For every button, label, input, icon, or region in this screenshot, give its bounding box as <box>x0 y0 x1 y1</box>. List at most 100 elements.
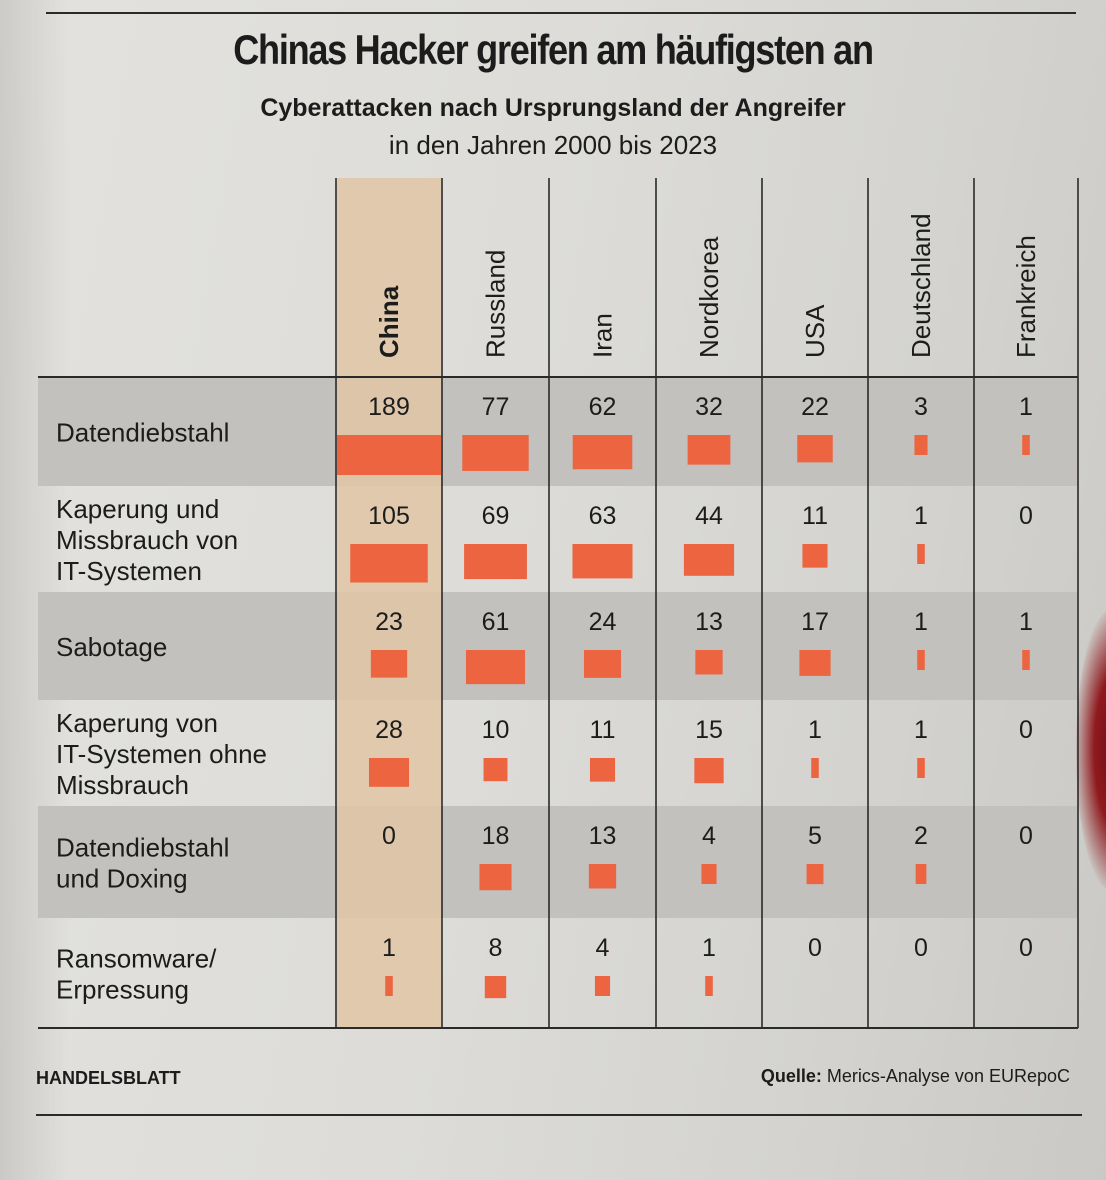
source-note: Quelle: Merics-Analyse von EURepoC <box>761 1066 1070 1087</box>
cell-value: 28 <box>375 716 403 744</box>
page-shadow <box>0 0 70 1180</box>
value-bar <box>483 758 508 782</box>
value-bar <box>687 435 731 465</box>
value-bar <box>462 435 529 471</box>
value-bar <box>1022 650 1030 670</box>
row-label: Missbrauch <box>56 770 189 800</box>
cell-value: 11 <box>590 716 616 744</box>
cell-value: 13 <box>695 608 723 636</box>
cell-value: 189 <box>368 393 410 421</box>
row-label: Ransomware/ <box>56 944 217 974</box>
chart-subtitle-period: in den Jahren 2000 bis 2023 <box>388 130 718 160</box>
column-header-nordkorea: Nordkorea <box>694 236 724 358</box>
cell-value: 105 <box>368 502 410 530</box>
cell-value: 1 <box>914 502 928 530</box>
cell-value: 8 <box>489 934 503 962</box>
top-rule <box>46 12 1076 14</box>
value-bar <box>479 864 512 891</box>
cell-value: 23 <box>375 608 403 636</box>
row-label: Datendiebstahl <box>56 833 229 863</box>
row-label: Kaperung von <box>56 708 218 738</box>
publisher-label: HANDELSBLATT <box>36 1068 181 1088</box>
cell-value: 61 <box>482 608 510 636</box>
row-label: Erpressung <box>56 975 189 1005</box>
highlight-column-china <box>337 178 441 1028</box>
source-label: Quelle: <box>760 1066 822 1086</box>
cell-value: 1 <box>1019 393 1033 421</box>
value-bar <box>370 650 408 678</box>
cell-value: 18 <box>482 822 510 850</box>
value-bar <box>465 650 526 685</box>
value-bar <box>572 544 633 579</box>
value-bar <box>385 976 393 996</box>
shaded-row-band <box>38 377 1078 486</box>
cell-value: 24 <box>589 608 617 636</box>
cell-value: 4 <box>702 822 716 850</box>
value-bar <box>337 435 441 475</box>
chart-subtitle: Cyberattacken nach Ursprungsland der Ang… <box>260 94 846 122</box>
value-bar <box>350 544 428 583</box>
value-bar <box>683 544 735 576</box>
row-label: IT-Systemen ohne <box>56 739 267 769</box>
value-bar <box>484 976 507 999</box>
cell-value: 0 <box>1019 934 1033 962</box>
cell-value: 1 <box>1019 608 1033 636</box>
value-bar <box>811 758 819 778</box>
value-bar <box>588 864 617 889</box>
column-header-iran: Iran <box>588 313 618 358</box>
value-bar <box>705 976 713 996</box>
cell-value: 62 <box>589 393 617 421</box>
value-bar <box>368 758 410 787</box>
row-label: und Doxing <box>56 864 188 894</box>
value-bar <box>915 864 927 884</box>
cell-value: 1 <box>382 934 396 962</box>
cell-value: 17 <box>801 608 829 636</box>
cell-value: 3 <box>914 393 928 421</box>
shaded-row-band <box>38 592 1078 700</box>
value-bar <box>802 544 828 568</box>
cell-value: 0 <box>1019 716 1033 744</box>
row-label: Sabotage <box>56 632 167 662</box>
cell-value: 13 <box>589 822 617 850</box>
value-bar <box>806 864 824 885</box>
cell-value: 1 <box>914 608 928 636</box>
bottom-rule <box>36 1114 1082 1116</box>
cell-value: 0 <box>1019 502 1033 530</box>
column-header-russland: Russland <box>481 250 511 358</box>
row-label: Missbrauch von <box>56 525 238 555</box>
cell-value: 0 <box>808 934 822 962</box>
cell-value: 5 <box>808 822 822 850</box>
value-bar <box>701 864 717 884</box>
row-label: IT-Systemen <box>56 556 202 586</box>
cell-value: 10 <box>482 716 510 744</box>
value-bar <box>589 758 616 782</box>
value-bar <box>799 650 831 676</box>
cell-value: 0 <box>914 934 928 962</box>
value-bar <box>572 435 633 470</box>
cell-value: 44 <box>695 502 723 530</box>
cell-value: 2 <box>914 822 928 850</box>
cell-value: 0 <box>382 822 396 850</box>
cell-value: 22 <box>801 393 829 421</box>
shaded-row-band <box>38 806 1078 918</box>
value-bar <box>694 758 724 784</box>
cell-value: 1 <box>808 716 822 744</box>
column-header-frankreich: Frankreich <box>1011 235 1041 358</box>
cell-value: 1 <box>702 934 716 962</box>
cell-value: 1 <box>914 716 928 744</box>
row-label: Datendiebstahl <box>56 418 229 448</box>
value-bar <box>914 435 928 455</box>
cell-value: 77 <box>482 393 510 421</box>
source-text: Merics-Analyse von EURepoC <box>826 1066 1070 1086</box>
value-bar <box>464 544 527 580</box>
cell-value: 69 <box>482 502 510 530</box>
value-bar <box>917 650 925 670</box>
value-bar <box>594 976 611 996</box>
column-header-usa: USA <box>800 304 830 358</box>
value-bar <box>797 435 833 463</box>
chart-title: Chinas Hacker greifen am häufigsten an <box>233 26 874 73</box>
value-bar <box>917 544 925 564</box>
column-header-china: China <box>374 285 404 358</box>
